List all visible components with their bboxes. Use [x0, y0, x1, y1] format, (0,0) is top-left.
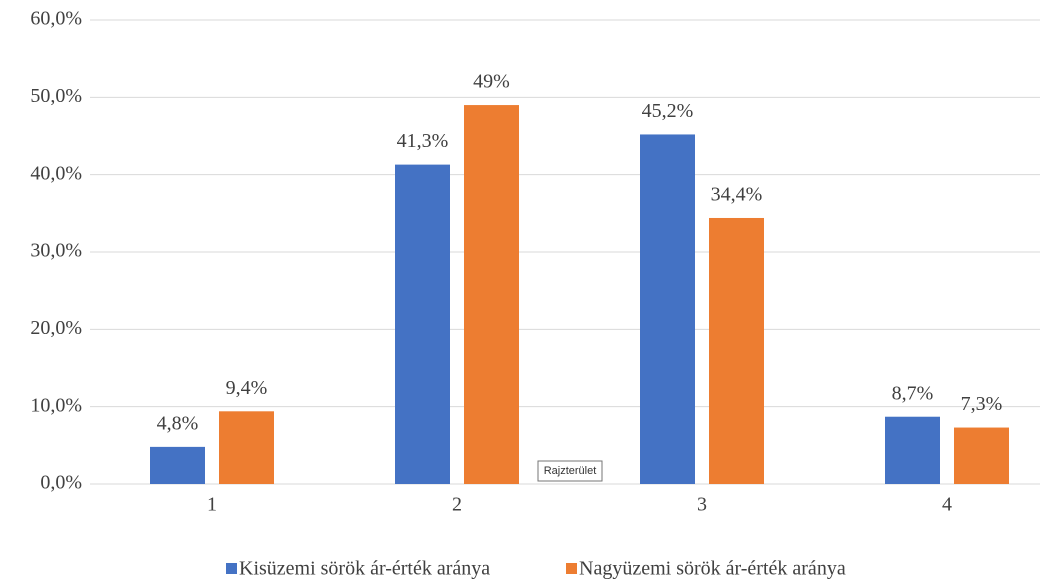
bar — [885, 416, 940, 484]
data-label: 49% — [473, 71, 510, 93]
y-tick-label: 30,0% — [30, 240, 82, 262]
data-label: 9,4% — [226, 377, 268, 399]
y-tick-label: 10,0% — [30, 394, 82, 416]
tooltip-text: Rajzterület — [544, 465, 597, 477]
data-label: 45,2% — [642, 100, 694, 122]
legend-swatch — [226, 563, 237, 574]
bar — [640, 134, 695, 484]
y-tick-label: 50,0% — [30, 85, 82, 107]
data-label: 41,3% — [397, 130, 449, 152]
data-label: 4,8% — [157, 412, 199, 434]
legend-label: Kisüzemi sörök ár-érték aránya — [239, 558, 490, 580]
legend-swatch — [566, 563, 577, 574]
x-tick-label: 2 — [452, 494, 462, 516]
bar — [709, 217, 764, 484]
legend-label: Nagyüzemi sörök ár-érték aránya — [579, 558, 846, 580]
bar — [464, 105, 519, 485]
bar — [954, 427, 1009, 484]
data-label: 34,4% — [711, 184, 763, 206]
y-tick-label: 60,0% — [30, 8, 82, 30]
tooltip: Rajzterület — [537, 460, 603, 482]
bar — [219, 411, 274, 484]
data-label: 7,3% — [961, 393, 1003, 415]
y-tick-label: 40,0% — [30, 162, 82, 184]
x-tick-label: 4 — [942, 494, 952, 516]
bar — [395, 164, 450, 484]
y-tick-label: 20,0% — [30, 317, 82, 339]
x-tick-label: 1 — [207, 494, 217, 516]
data-label: 8,7% — [892, 382, 934, 404]
x-tick-label: 3 — [697, 494, 707, 516]
y-tick-label: 0,0% — [40, 472, 82, 494]
tooltip-box — [537, 460, 603, 482]
bar — [150, 446, 205, 484]
